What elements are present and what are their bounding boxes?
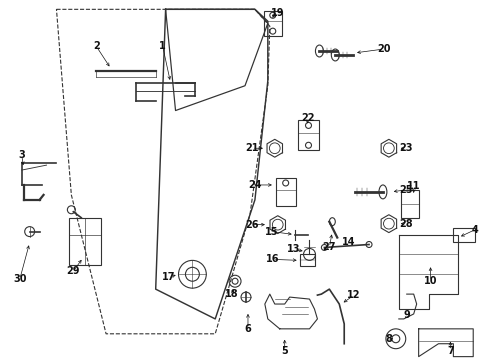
Ellipse shape: [315, 45, 323, 57]
Text: 26: 26: [244, 220, 258, 230]
Text: 28: 28: [398, 219, 412, 229]
Text: 16: 16: [265, 255, 279, 264]
Bar: [69, 218, 101, 265]
Bar: [400, 190, 418, 218]
Text: 7: 7: [446, 346, 453, 356]
Bar: [452, 228, 474, 242]
Text: 3: 3: [19, 150, 25, 160]
Bar: [299, 255, 315, 266]
Text: 23: 23: [398, 143, 412, 153]
Text: 12: 12: [346, 290, 360, 300]
Text: 6: 6: [244, 324, 251, 334]
Text: 25: 25: [398, 185, 412, 195]
Text: 18: 18: [225, 289, 239, 299]
Text: 29: 29: [66, 266, 80, 276]
Text: 21: 21: [244, 143, 258, 153]
Text: 20: 20: [376, 44, 390, 54]
Text: 11: 11: [406, 181, 420, 191]
Text: 19: 19: [270, 8, 284, 18]
Text: 5: 5: [281, 346, 287, 356]
Bar: [275, 178, 295, 206]
Text: 8: 8: [385, 334, 391, 344]
Text: 2: 2: [93, 41, 100, 51]
Text: 27: 27: [322, 243, 335, 252]
Text: 30: 30: [13, 274, 26, 284]
Text: 17: 17: [162, 272, 175, 282]
Text: 1: 1: [159, 41, 165, 51]
Bar: [264, 11, 281, 36]
Text: 4: 4: [471, 225, 478, 235]
Ellipse shape: [331, 49, 339, 61]
Text: 24: 24: [248, 180, 261, 190]
Text: 10: 10: [423, 276, 436, 286]
Ellipse shape: [378, 185, 386, 199]
Text: 22: 22: [300, 113, 314, 123]
Text: 14: 14: [342, 237, 355, 247]
Text: 15: 15: [264, 226, 278, 237]
Ellipse shape: [328, 218, 335, 226]
Text: 13: 13: [286, 244, 300, 255]
Text: 9: 9: [403, 310, 409, 320]
Bar: [297, 121, 319, 150]
